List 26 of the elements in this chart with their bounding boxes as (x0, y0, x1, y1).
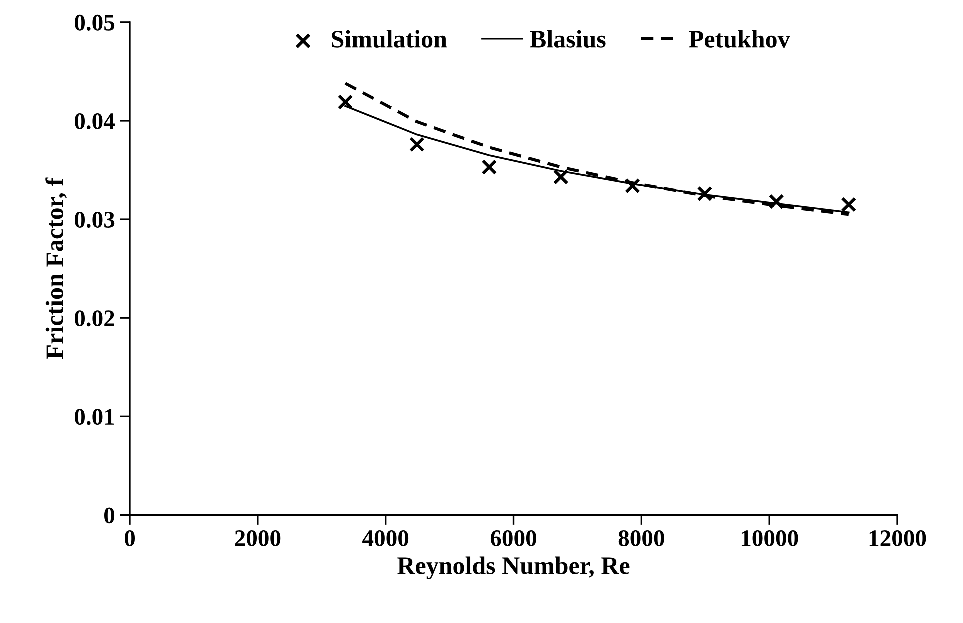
point (768, 194, 784, 210)
legend-label: Simulation (332, 30, 448, 48)
x-tick-label: 2000 (235, 530, 281, 546)
y-tick-label: 0.02 (75, 310, 114, 327)
point (624, 178, 640, 194)
point (697, 186, 713, 202)
y-tick-label: 0.03 (75, 212, 115, 228)
x-tick-label: 8000 (618, 530, 664, 546)
y-tick-label: 0.05 (75, 14, 115, 31)
x-tick-label: 12000 (870, 530, 926, 546)
point (553, 169, 569, 185)
y-tick-label: 0.04 (75, 113, 115, 130)
y-tick-label: 0 (104, 508, 115, 524)
y-tick-label: 0.01 (75, 409, 114, 426)
x-tick-label: 4000 (362, 530, 409, 546)
y-axis-title: Friction Factor, f (46, 178, 68, 360)
point (482, 160, 498, 176)
x-tick-label: 6000 (490, 530, 536, 546)
x-tick-label: 10000 (742, 530, 798, 546)
legend-label: Petukhov (689, 30, 790, 48)
point (409, 136, 425, 152)
legend-label: Blasius (530, 30, 606, 48)
x-tick-label: 0 (125, 530, 136, 546)
x-axis-title: Reynolds Number, Re (398, 556, 630, 580)
point (338, 94, 354, 110)
point (841, 197, 857, 212)
